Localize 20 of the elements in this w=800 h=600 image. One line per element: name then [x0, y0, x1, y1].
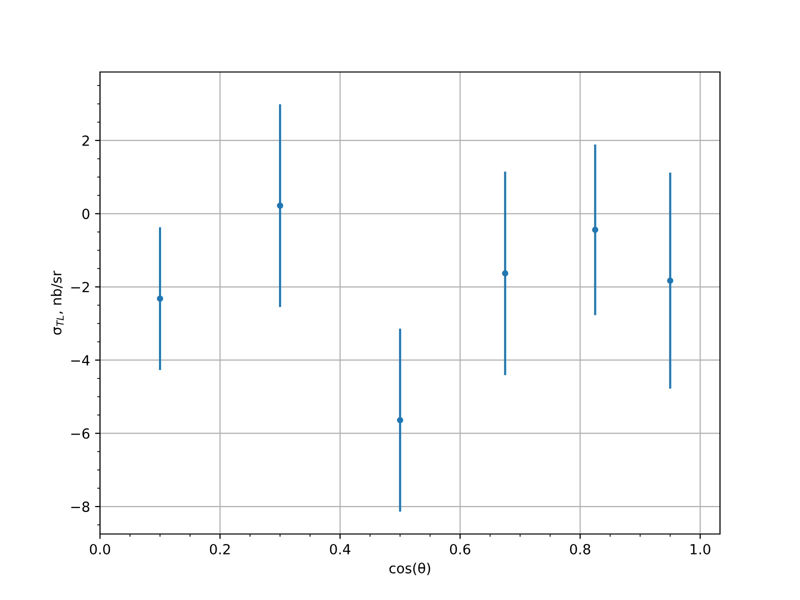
- x-tick-label: 0.6: [450, 544, 470, 554]
- y-tick-label: −4: [71, 355, 90, 366]
- y-tick-label: −2: [71, 282, 89, 292]
- point: [276, 202, 284, 209]
- x-tick-label: 0.8: [570, 544, 590, 554]
- y-tick-label: −6: [71, 428, 90, 439]
- x-axis-title: cos(θ): [389, 562, 430, 576]
- x-tick-label: 0.0: [90, 544, 110, 554]
- x-tick-label: 0.4: [330, 544, 350, 554]
- x-tick-label: 0.2: [210, 544, 230, 554]
- point: [592, 226, 598, 233]
- point: [396, 417, 404, 424]
- y-tick-label: 0: [82, 208, 90, 220]
- y-tick-label: −8: [71, 502, 90, 512]
- point: [667, 278, 674, 284]
- point: [502, 270, 508, 276]
- point: [156, 295, 164, 302]
- x-tick-label: 1.0: [690, 544, 710, 554]
- y-tick-label: 2: [82, 135, 89, 146]
- y-axis-title: σ$_{TL}$, nb/sr: [50, 270, 64, 335]
